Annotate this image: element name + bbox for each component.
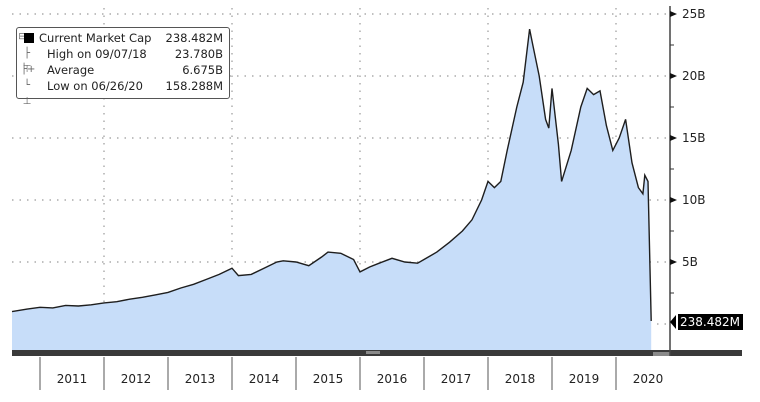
x-tick-2013: 2013: [184, 372, 216, 386]
y-tick-15b: 15B: [682, 131, 706, 145]
legend-value: 6.675B: [182, 63, 223, 77]
x-axis-ticks: [39, 357, 617, 390]
y-axis-ticks: [670, 11, 677, 294]
legend-label: Low on 06/26/20: [47, 79, 143, 93]
y-tick-10b: 10B: [682, 193, 706, 207]
legend-value: 238.482M: [165, 31, 223, 45]
x-tick-2018: 2018: [504, 372, 536, 386]
x-tick-2017: 2017: [440, 372, 472, 386]
average-marker-icon: ├+: [21, 64, 36, 75]
legend-item-average: ├+ Average 6.675B: [17, 62, 229, 78]
y-tick-20b: 20B: [682, 69, 706, 83]
collapse-box-icon[interactable]: ⊟: [18, 32, 26, 42]
legend-value: 158.288M: [165, 79, 223, 93]
market-cap-line: [11, 28, 652, 322]
y-tick-25b: 25B: [682, 7, 706, 21]
x-tick-2020: 2020: [632, 372, 664, 386]
current-value-label: 238.482M: [678, 314, 743, 330]
market-cap-area: [12, 29, 652, 350]
legend-label: High on 09/07/18: [47, 47, 147, 61]
x-tick-2015: 2015: [312, 372, 344, 386]
legend-value: 23.780B: [174, 47, 223, 61]
x-tick-2011: 2011: [56, 372, 88, 386]
high-marker-icon: ├ ⊤: [22, 48, 32, 75]
square-icon: [24, 33, 34, 43]
legend-item-high: ├ ⊤ High on 09/07/18 23.780B: [17, 46, 229, 75]
scrollbar-handle-right[interactable]: [653, 352, 670, 356]
legend-label: Average: [47, 63, 95, 77]
current-value-pointer-icon: [670, 315, 676, 329]
scrollbar-handle-left[interactable]: [366, 351, 380, 354]
low-marker-icon: └ ⊥: [22, 80, 32, 107]
x-tick-2012: 2012: [120, 372, 152, 386]
x-tick-2014: 2014: [248, 372, 280, 386]
legend[interactable]: ⊟ Current Market Cap 238.482M ├ ⊤ High o…: [16, 27, 230, 107]
y-tick-5b: 5B: [682, 255, 698, 269]
x-tick-2016: 2016: [376, 372, 408, 386]
legend-item-low: └ ⊥ Low on 06/26/20 158.288M: [17, 78, 229, 107]
legend-item-current: ⊟ Current Market Cap 238.482M: [17, 30, 229, 46]
legend-label: Current Market Cap: [39, 31, 152, 45]
x-tick-2019: 2019: [568, 372, 600, 386]
